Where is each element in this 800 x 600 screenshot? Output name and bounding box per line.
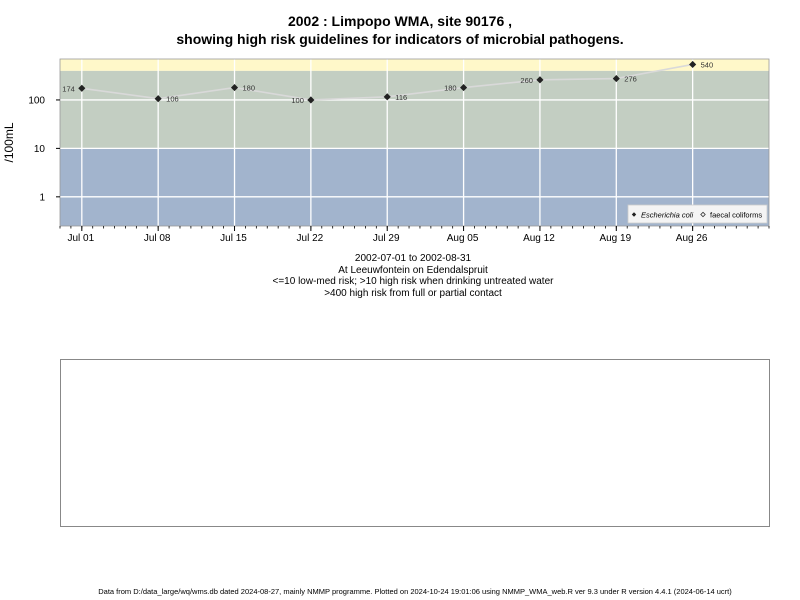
- x-tick-label-4: Jul 29: [373, 233, 400, 244]
- x-tick-label-2: Jul 15: [220, 233, 247, 244]
- ecoli-point-4: [383, 93, 391, 101]
- legend-faecal-marker: [700, 211, 706, 218]
- y-axis-label: /100mL: [2, 122, 16, 162]
- y-tick-label-0: 1: [39, 192, 45, 203]
- ecoli-value-label-7: 276: [624, 75, 637, 84]
- ecoli-point-1: [154, 95, 162, 103]
- ecoli-value-label-2: 180: [243, 84, 256, 93]
- ecoli-point-3: [307, 96, 315, 104]
- ecoli-point-0: [78, 84, 86, 92]
- x-tick-label-3: Jul 22: [297, 233, 324, 244]
- x-tick-label-1: Jul 08: [144, 233, 171, 244]
- ecoli-value-label-5: 180: [444, 84, 457, 93]
- footer-provenance-text: Data from D:/data_large/wq/wms.db dated …: [98, 587, 732, 596]
- chart-title-line2: showing high risk guidelines for indicat…: [176, 31, 624, 47]
- x-tick-label-8: Aug 26: [676, 233, 708, 244]
- ecoli-value-label-3: 100: [291, 96, 304, 105]
- chart-title-line1: 2002 : Limpopo WMA, site 90176 ,: [287, 13, 513, 29]
- drinking-risk-guideline-text: <=10 low-med risk; >10 high risk when dr…: [272, 276, 554, 287]
- ecoli-point-5: [460, 84, 468, 92]
- plot-border: [59, 58, 770, 227]
- ecoli-value-label-6: 260: [520, 76, 533, 85]
- y-tick-label-1: 10: [34, 144, 46, 155]
- ecoli-value-label-8: 540: [701, 60, 714, 69]
- ecoli-point-2: [230, 84, 239, 92]
- date-range-text: 2002-07-01 to 2002-08-31: [354, 253, 472, 264]
- site-location-text: At Leeuwfontein on Edendalspruit: [338, 264, 488, 276]
- ecoli-point-8: [689, 60, 697, 69]
- legend-faecal-label: faecal coliforms: [710, 211, 762, 220]
- empty-plot-panel: [60, 359, 770, 527]
- y-tick-label-2: 100: [28, 95, 45, 106]
- legend-ecoli-label: Escherichia coli: [641, 211, 693, 220]
- x-tick-label-6: Aug 12: [523, 233, 555, 244]
- ecoli-point-7: [612, 75, 620, 83]
- ecoli-value-label-4: 116: [395, 93, 407, 102]
- x-tick-label-7: Aug 19: [599, 233, 631, 244]
- legend-box: [627, 204, 768, 224]
- x-tick-label-0: Jul 01: [67, 233, 94, 244]
- ecoli-value-label-0: 174: [62, 84, 75, 93]
- ecoli-point-6: [536, 76, 544, 84]
- legend-ecoli-marker: [631, 212, 637, 217]
- risk-band-2: [60, 59, 769, 71]
- contact-risk-guideline-text: >400 high risk from full or partial cont…: [324, 287, 502, 299]
- ecoli-value-label-1: 106: [166, 95, 179, 104]
- risk-band-1: [60, 70, 769, 149]
- x-tick-label-5: Aug 05: [447, 233, 479, 244]
